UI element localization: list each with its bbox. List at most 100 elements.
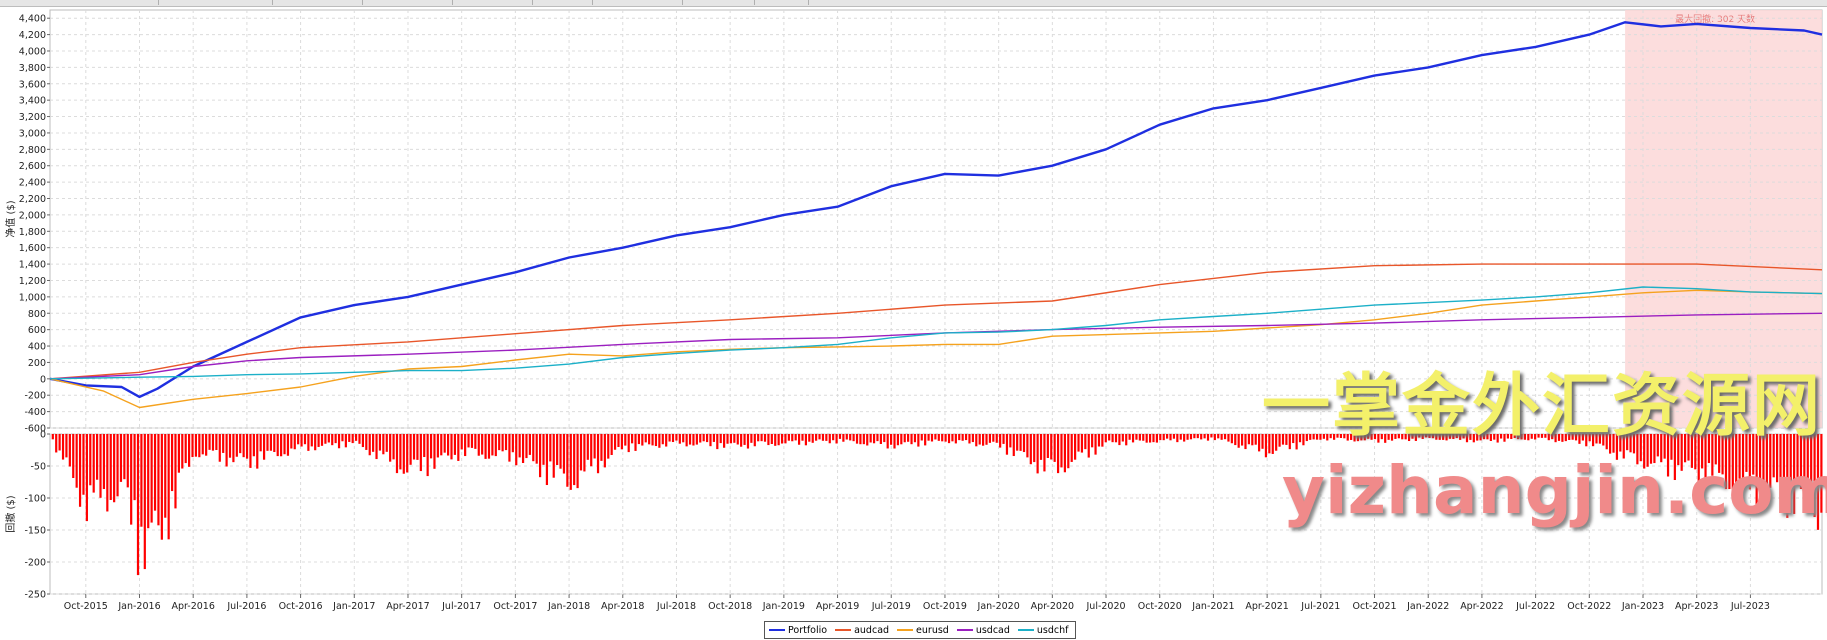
legend-swatch — [769, 629, 785, 631]
drawdown-bar — [1203, 434, 1206, 439]
drawdown-bar — [1789, 434, 1792, 481]
drawdown-bar — [740, 434, 743, 447]
drawdown-bar — [494, 434, 497, 457]
drawdown-bar — [1476, 434, 1479, 441]
top-tab-strip[interactable] — [0, 0, 1827, 7]
drawdown-bar — [440, 434, 443, 456]
drawdown-bar — [181, 434, 184, 469]
drawdown-bar — [1135, 434, 1138, 440]
drawdown-bar — [1377, 434, 1380, 443]
drawdown-bar — [1486, 434, 1489, 440]
tab[interactable] — [684, 0, 755, 5]
y-tick-label: 200 — [28, 358, 46, 369]
drawdown-bar — [1574, 434, 1578, 441]
tab[interactable] — [534, 0, 593, 5]
x-tick-label: Apr-2019 — [816, 601, 859, 612]
drawdown-bar — [1213, 434, 1216, 441]
x-tick-label: Jul-2018 — [656, 601, 696, 612]
drawdown-bar — [133, 434, 136, 501]
tab[interactable] — [160, 0, 273, 5]
drawdown-bar — [607, 434, 610, 459]
drawdown-bar — [65, 434, 68, 458]
drawdown-bar — [815, 434, 818, 441]
drawdown-bar — [1326, 434, 1329, 441]
drawdown-bar — [1758, 434, 1762, 487]
drawdown-bar — [610, 434, 613, 455]
tab[interactable] — [756, 0, 809, 5]
drawdown-bar — [1346, 434, 1349, 441]
drawdown-bar — [641, 434, 644, 446]
drawdown-bar — [852, 434, 855, 442]
drawdown-bar — [232, 434, 235, 463]
x-tick-label: Jan-2019 — [762, 601, 805, 612]
drawdown-bar — [995, 434, 998, 443]
drawdown-bar — [1707, 434, 1711, 464]
drawdown-bar — [596, 434, 600, 474]
drawdown-bar — [515, 434, 518, 466]
drawdown-bar — [409, 434, 412, 465]
drawdown-bar — [351, 434, 354, 444]
drawdown-bar — [1380, 434, 1383, 440]
y-tick-label: 1,200 — [19, 276, 46, 287]
drawdown-bar — [96, 434, 99, 480]
drawdown-bar — [211, 434, 215, 451]
y-tick-label: -250 — [24, 590, 46, 601]
drawdown-bar — [1390, 434, 1394, 441]
tab[interactable] — [364, 0, 453, 5]
drawdown-bar — [1782, 434, 1786, 489]
drawdown-bar — [1033, 434, 1036, 463]
drawdown-bar — [1765, 434, 1768, 491]
legend: Portfolio audcad eurusd usdcad usdchf — [764, 621, 1076, 639]
drawdown-bar — [1019, 434, 1022, 451]
drawdown-bar — [1077, 434, 1080, 452]
drawdown-bar — [1131, 434, 1135, 443]
legend-item: Portfolio — [769, 625, 827, 636]
x-tick-label: Jul-2017 — [441, 601, 481, 612]
drawdown-bar — [1581, 434, 1584, 441]
drawdown-bar — [801, 434, 804, 441]
drawdown-bar — [1080, 434, 1084, 453]
drawdown-bar — [1598, 434, 1601, 444]
drawdown-bar — [709, 434, 712, 447]
drawdown-bar — [1547, 434, 1550, 441]
drawdown-bar — [184, 434, 187, 464]
drawdown-bar — [869, 434, 872, 443]
legend-label: audcad — [854, 624, 890, 636]
drawdown-bar — [276, 434, 279, 457]
drawdown-bar — [1591, 434, 1595, 447]
drawdown-bar — [907, 434, 910, 442]
drawdown-bar — [1806, 434, 1809, 499]
drawdown-bar — [1227, 434, 1230, 442]
drawdown-bar — [1356, 434, 1360, 442]
drawdown-bar — [1254, 434, 1257, 445]
drawdown-bar — [392, 434, 395, 460]
drawdown-bar — [1384, 434, 1387, 443]
y-tick-label: 600 — [28, 325, 46, 336]
drawdown-bar — [1251, 434, 1254, 446]
tab[interactable] — [274, 0, 363, 5]
drawdown-bar — [113, 434, 116, 503]
tab[interactable] — [454, 0, 533, 5]
drawdown-bar — [1189, 434, 1193, 440]
drawdown-bar — [504, 434, 508, 451]
drawdown-bar — [1649, 434, 1653, 464]
drawdown-bar — [583, 434, 586, 472]
drawdown-bar — [293, 434, 296, 450]
drawdown-bar — [1571, 434, 1574, 440]
drawdown-bar — [1810, 434, 1813, 506]
drawdown-bar — [1264, 434, 1268, 458]
drawdown-bar — [729, 434, 733, 444]
drawdown-bar — [1009, 434, 1012, 448]
drawdown-bar — [1217, 434, 1220, 439]
x-tick-label: Jan-2023 — [1621, 601, 1664, 612]
drawdown-bar — [1261, 434, 1264, 449]
drawdown-bar — [886, 434, 889, 449]
drawdown-bar — [1053, 434, 1056, 462]
tab[interactable] — [0, 0, 159, 5]
drawdown-bar — [889, 434, 893, 445]
drawdown-bar — [1762, 434, 1765, 507]
drawdown-bar — [784, 434, 787, 444]
tab[interactable] — [594, 0, 683, 5]
x-tick-label: Jul-2022 — [1515, 601, 1555, 612]
drawdown-bar — [937, 434, 940, 441]
